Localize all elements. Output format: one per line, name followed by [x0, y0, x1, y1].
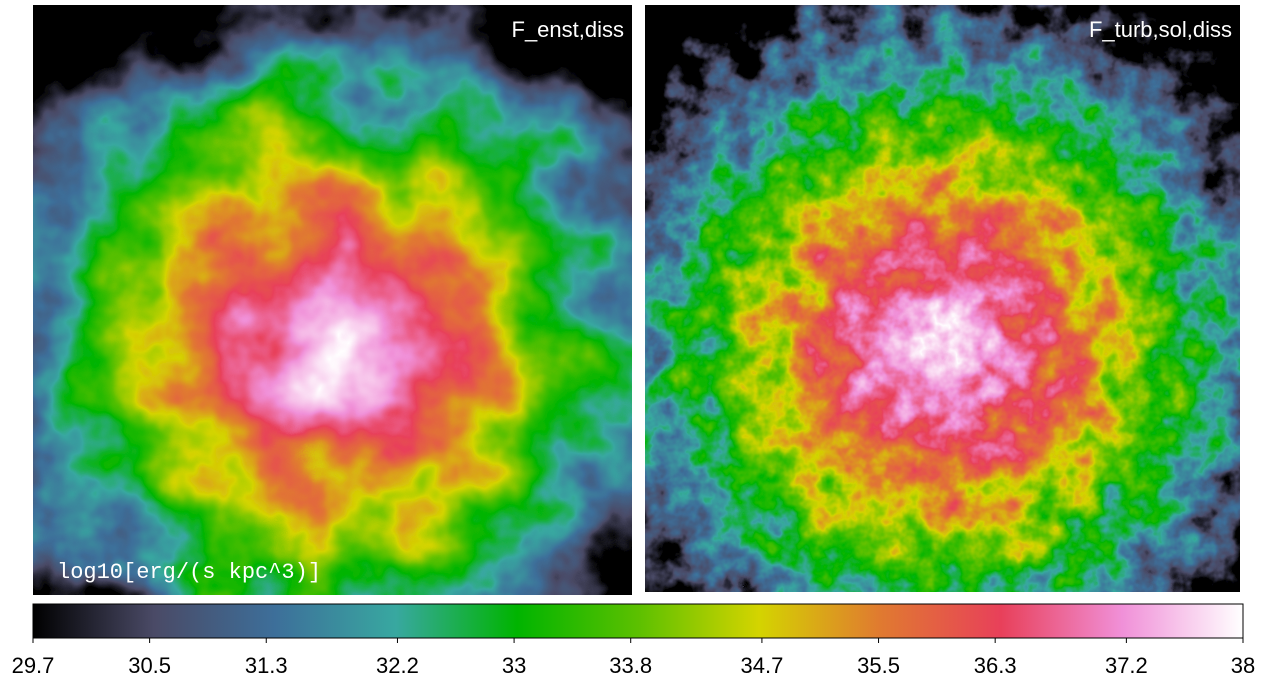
tick-label: 37.2 — [1105, 653, 1148, 678]
tick-label: 33 — [502, 653, 526, 678]
tick-label: 35.5 — [857, 653, 900, 678]
panel-image — [645, 5, 1240, 592]
panel — [33, 5, 632, 595]
panel — [645, 5, 1240, 592]
tick-label: 32.2 — [376, 653, 419, 678]
tick-label: 30.5 — [128, 653, 171, 678]
panel-title: F_turb,sol,diss — [1089, 17, 1232, 42]
panel-image — [33, 5, 632, 595]
colorbar — [32, 603, 1244, 639]
tick-label: 34.7 — [741, 653, 784, 678]
tick-label: 31.3 — [245, 653, 288, 678]
panel-title: F_enst,diss — [512, 17, 625, 42]
tick-label: 36.3 — [974, 653, 1017, 678]
colorbar-label: log10[erg/(s kpc^3)] — [57, 560, 321, 585]
tick-label: 33.8 — [609, 653, 652, 678]
tick-label: 38 — [1231, 653, 1255, 678]
tick-label: 29.7 — [12, 653, 55, 678]
